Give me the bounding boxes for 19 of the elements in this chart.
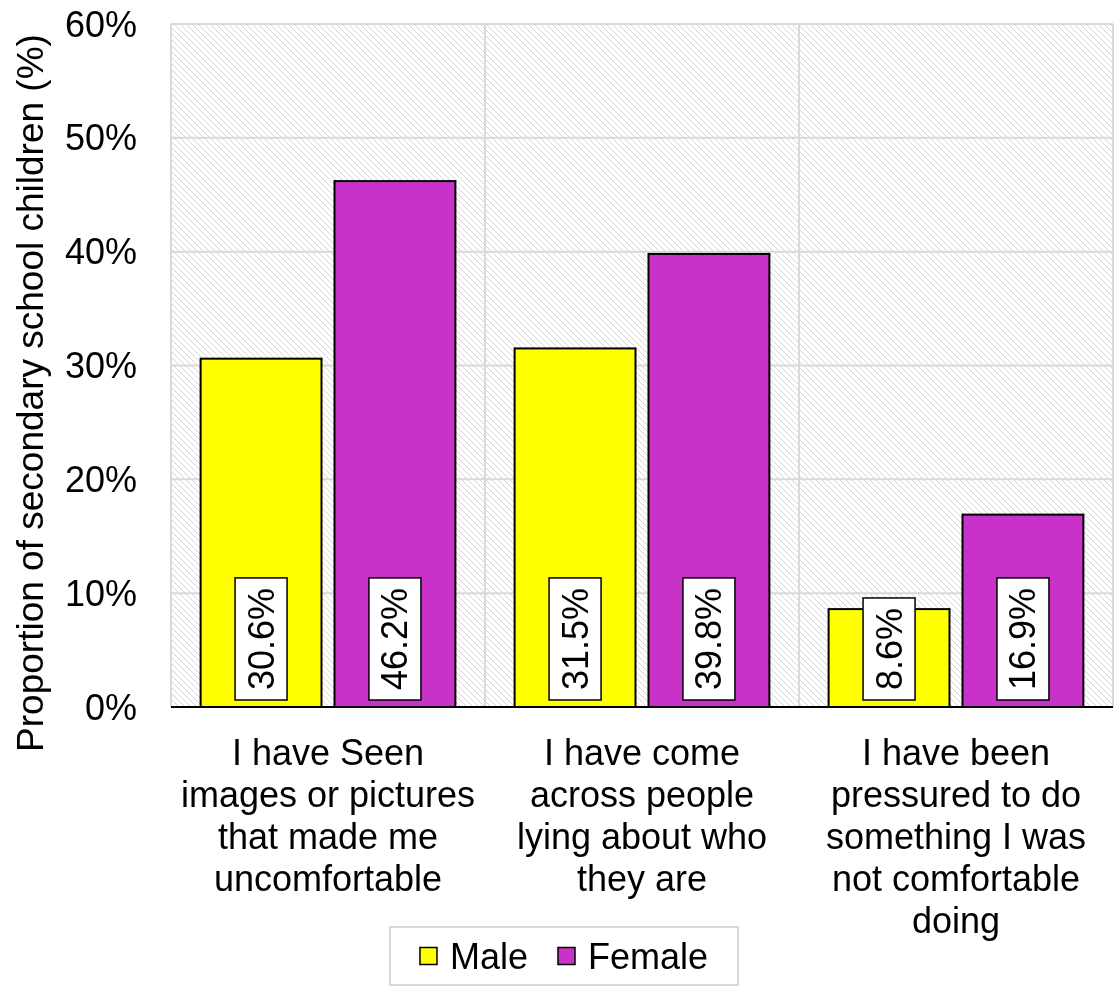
y-tick-label: 10%: [64, 572, 137, 614]
x-tick-label: I have Seen images or pictures that made me uncomfortable: [180, 732, 476, 899]
y-axis-title: Proportion of secondary school children (%): [10, 34, 51, 752]
y-tick-label: 60%: [64, 3, 137, 45]
data-label: 30.6%: [240, 587, 282, 690]
x-tick-label: I have been pressured to do something I was not comfortable doing: [825, 732, 1087, 941]
x-tick-label: I have come across people lying about who they are: [516, 732, 768, 899]
y-tick-label: 50%: [64, 117, 137, 159]
y-tick-label: 40%: [64, 231, 137, 273]
data-label: 8.6%: [868, 607, 910, 690]
data-label: 31.5%: [554, 587, 596, 690]
legend-label: Female: [587, 935, 709, 977]
data-label: 46.2%: [374, 587, 416, 690]
data-label: 39.8%: [688, 587, 730, 690]
legend-label: Male: [449, 935, 528, 977]
data-label: 16.9%: [1002, 587, 1044, 690]
y-tick-label: 30%: [64, 345, 137, 386]
y-tick-label: 0%: [84, 686, 137, 728]
y-tick-label: 20%: [64, 458, 137, 500]
